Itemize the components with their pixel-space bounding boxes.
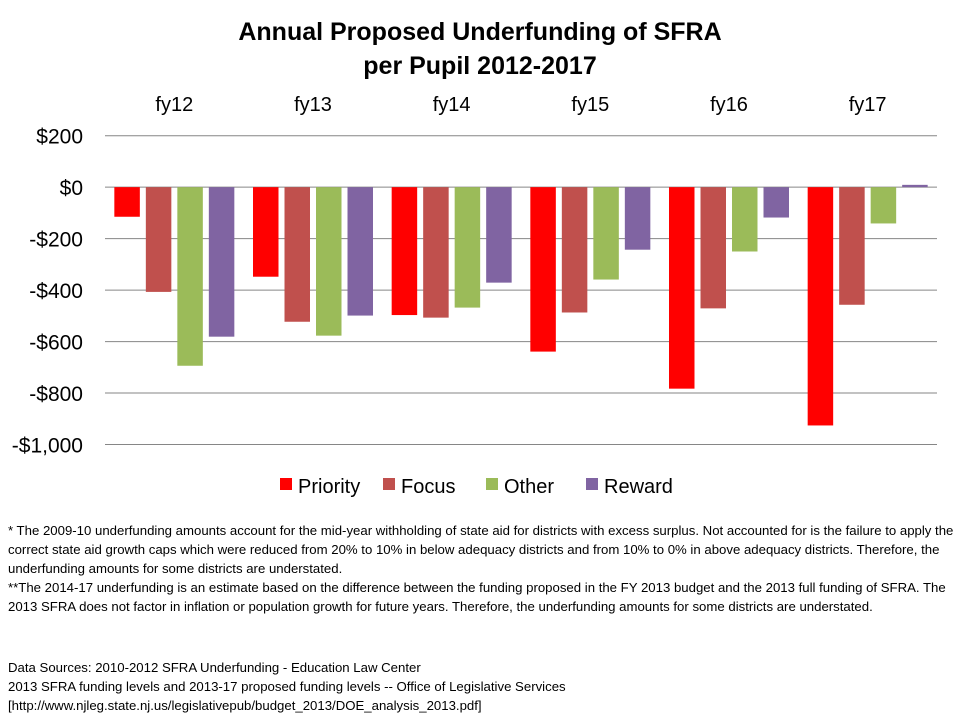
bar-reward [902,184,928,188]
bar-reward [763,187,789,218]
category-label: fy16 [710,94,748,116]
source-line-1: Data Sources: 2010-2012 SFRA Underfundin… [8,660,421,675]
bar-other [454,187,481,308]
source-line-2: 2013 SFRA funding levels and 2013-17 pro… [8,679,566,694]
bar-focus [284,187,310,322]
bar-other [177,187,203,366]
footnote-2: **The 2014-17 underfunding is an estimat… [8,580,946,614]
bar-other [870,187,897,224]
category-label: fy12 [155,94,193,116]
category-label: fy13 [294,94,332,116]
legend-swatch-other [486,478,498,490]
bar-priority [530,187,556,352]
bar-priority [253,187,279,277]
bar-priority [114,187,140,217]
bar-other [593,187,619,280]
bar-focus [700,187,726,309]
category-label: fy14 [433,94,471,116]
bar-reward [347,187,373,316]
data-sources: Data Sources: 2010-2012 SFRA Underfundin… [8,658,956,715]
bar-focus [423,187,449,318]
category-label: fy15 [571,94,609,116]
legend-swatch-reward [586,478,598,490]
y-tick-label: -$600 [29,332,83,355]
chart-title-line-1: Annual Proposed Underfunding of SFRA [238,18,721,46]
legend-swatch-focus [383,478,395,490]
y-tick-label: -$200 [29,229,83,252]
chart-title-line-2: per Pupil 2012-2017 [363,52,596,80]
category-labels: fy12 fy13 fy14 fy15 fy16 fy17 [155,94,886,116]
gridlines [105,135,937,445]
legend: Priority Focus Other Reward [280,476,673,498]
bar-priority [391,187,418,316]
y-axis-ticks: $200 $0 -$200 -$400 -$600 -$800 -$1,000 [12,126,83,458]
y-tick-label: -$800 [29,383,83,406]
chart: Annual Proposed Underfunding of SFRA per… [12,18,937,498]
bar-reward [486,187,512,283]
y-tick-label: -$400 [29,280,83,303]
bar-reward [208,187,235,337]
y-tick-label: $200 [36,126,83,149]
y-tick-label: $0 [60,177,83,200]
bar-priority [669,187,695,389]
legend-label-other: Other [504,476,554,498]
bar-priority [807,187,834,426]
bars [114,184,928,426]
bar-other [316,187,342,336]
footnote-1: * The 2009-10 underfunding amounts accou… [8,523,954,576]
y-tick-label: -$1,000 [12,435,83,458]
footnotes: * The 2009-10 underfunding amounts accou… [8,521,956,616]
legend-swatch-priority [280,478,292,490]
bar-focus [145,187,172,292]
legend-label-focus: Focus [401,476,455,498]
bar-focus [839,187,865,305]
bar-other [732,187,758,252]
bar-reward [624,187,651,250]
legend-label-reward: Reward [604,476,673,498]
bar-focus [561,187,588,313]
category-label: fy17 [849,94,887,116]
source-line-3: [http://www.njleg.state.nj.us/legislativ… [8,698,482,713]
legend-label-priority: Priority [298,476,360,498]
